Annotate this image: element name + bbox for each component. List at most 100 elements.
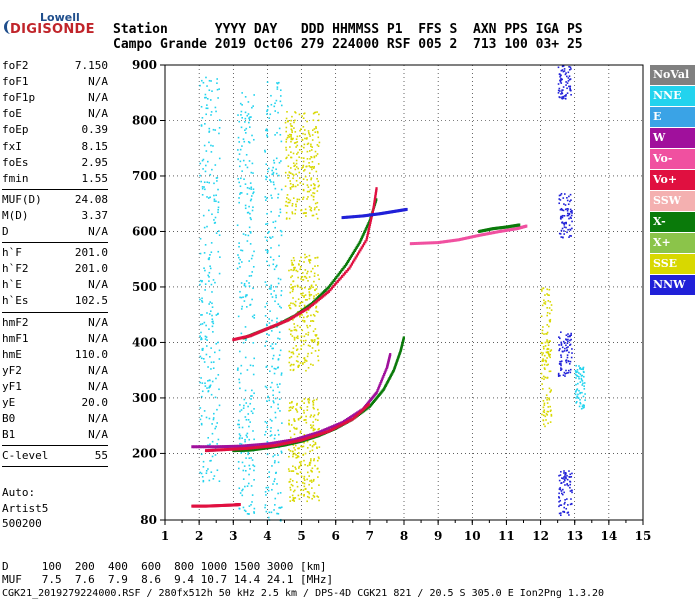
echo-point — [252, 138, 255, 141]
echo-point — [565, 72, 567, 74]
echo-point — [215, 314, 218, 316]
echo-point — [298, 264, 300, 266]
echo-point — [199, 84, 201, 87]
echo-point — [279, 506, 281, 509]
echo-point — [306, 409, 309, 411]
trace-point — [218, 448, 221, 452]
echo-point — [266, 197, 268, 200]
echo-point — [314, 150, 317, 153]
echo-point — [292, 352, 295, 355]
echo-point — [238, 426, 241, 429]
echo-point — [295, 146, 297, 148]
trace-point — [274, 441, 277, 445]
echo-point — [317, 413, 319, 416]
trace-point — [330, 286, 334, 290]
param-key: foEp — [2, 123, 29, 137]
echo-point — [304, 294, 307, 296]
trace-point — [489, 231, 493, 235]
echo-point — [568, 335, 571, 338]
echo-point — [309, 158, 311, 160]
echo-point — [288, 304, 290, 307]
echo-point — [247, 419, 250, 421]
echo-point — [270, 293, 273, 295]
echo-point — [280, 506, 283, 509]
trace-point — [362, 214, 365, 218]
trace-point — [329, 425, 332, 429]
trace-point — [354, 256, 357, 260]
echo-point — [312, 421, 314, 423]
trace-point — [457, 238, 460, 242]
trace-point — [373, 203, 376, 207]
echo-point — [547, 294, 549, 296]
echo-point — [207, 390, 210, 392]
trace-point — [280, 440, 283, 444]
trace-point — [271, 444, 274, 448]
echo-point — [567, 333, 569, 335]
trace-point — [319, 430, 322, 434]
echo-point — [317, 476, 319, 478]
echo-point — [270, 511, 273, 514]
echo-point — [271, 420, 273, 422]
echo-point — [316, 201, 319, 204]
echo-point — [292, 363, 295, 366]
echo-point — [296, 144, 299, 147]
trace-point — [245, 448, 248, 452]
echo-point — [294, 304, 297, 307]
echo-point — [203, 186, 205, 188]
echo-point — [296, 402, 298, 405]
echo-point — [267, 486, 270, 489]
trace-point — [456, 238, 459, 242]
trace-point — [294, 314, 297, 318]
echo-point — [302, 489, 305, 492]
echo-point — [315, 305, 318, 308]
echo-point — [302, 292, 304, 295]
trace-point — [498, 229, 501, 233]
echo-point — [250, 171, 253, 174]
echo-point — [204, 164, 207, 167]
echo-point — [579, 373, 582, 375]
echo-point — [244, 117, 247, 120]
echo-point — [253, 465, 256, 468]
param-separator — [2, 445, 108, 447]
echo-point — [244, 440, 246, 443]
echo-point — [544, 345, 547, 347]
echo-point — [562, 65, 565, 67]
trace-point — [367, 222, 370, 226]
trace-point — [268, 442, 271, 446]
echo-point — [560, 367, 562, 369]
trace-point — [284, 443, 287, 447]
echo-point — [544, 368, 546, 371]
echo-point — [271, 488, 273, 491]
echo-point — [565, 93, 567, 96]
echo-point — [247, 113, 250, 115]
x-tick-label: 14 — [601, 529, 618, 543]
echo-point — [209, 460, 211, 462]
echo-point — [268, 318, 271, 320]
echo-point — [274, 343, 277, 345]
echo-point — [204, 385, 207, 387]
echo-point — [241, 494, 244, 497]
echo-point — [558, 488, 561, 490]
echo-point — [317, 337, 320, 340]
echo-point — [209, 356, 211, 358]
echo-point — [310, 479, 313, 482]
trace-point — [423, 241, 426, 245]
trace-point — [365, 407, 368, 411]
echo-point — [298, 198, 301, 201]
trace-point — [196, 445, 199, 449]
echo-point — [550, 304, 553, 306]
distance-row: D 100 200 400 600 800 1000 1500 3000 [km… — [2, 560, 327, 573]
echo-point — [558, 336, 560, 338]
echo-point — [264, 504, 267, 506]
echo-point — [314, 265, 316, 267]
echo-point — [295, 159, 298, 162]
trace-point — [234, 447, 237, 451]
echo-point — [308, 205, 311, 208]
echo-point — [274, 504, 276, 506]
echo-point — [268, 230, 270, 233]
trace-point — [365, 236, 369, 240]
echo-point — [305, 415, 307, 418]
echo-point — [310, 145, 312, 148]
echo-point — [291, 400, 293, 403]
echo-point — [577, 397, 580, 399]
